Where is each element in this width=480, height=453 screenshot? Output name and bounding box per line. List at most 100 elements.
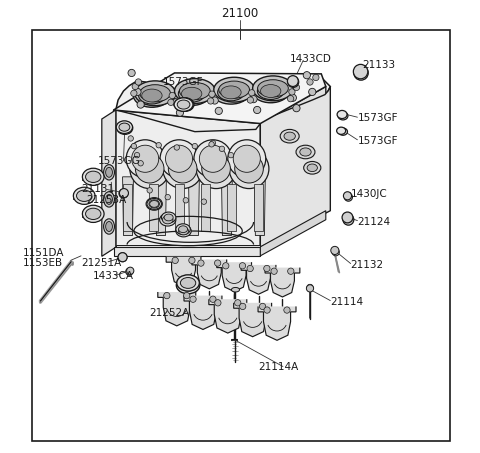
Circle shape: [247, 97, 253, 103]
Circle shape: [160, 140, 198, 178]
Circle shape: [293, 84, 300, 91]
Circle shape: [312, 74, 319, 81]
Ellipse shape: [219, 81, 250, 98]
Circle shape: [174, 145, 180, 150]
Circle shape: [156, 143, 161, 148]
Circle shape: [343, 192, 351, 200]
Circle shape: [293, 105, 300, 112]
Ellipse shape: [338, 112, 348, 120]
Ellipse shape: [160, 213, 176, 226]
Text: 21124: 21124: [358, 217, 391, 227]
Polygon shape: [221, 177, 232, 236]
Ellipse shape: [174, 98, 193, 111]
Circle shape: [127, 267, 134, 275]
Circle shape: [130, 149, 169, 188]
Circle shape: [284, 307, 290, 313]
Circle shape: [228, 153, 234, 158]
Ellipse shape: [179, 85, 205, 102]
Ellipse shape: [337, 111, 347, 119]
Polygon shape: [175, 183, 184, 231]
Ellipse shape: [149, 200, 159, 208]
Ellipse shape: [176, 98, 194, 111]
Polygon shape: [114, 73, 326, 124]
Ellipse shape: [139, 87, 165, 104]
Text: 21252A: 21252A: [150, 308, 190, 318]
Circle shape: [196, 149, 236, 188]
Polygon shape: [114, 247, 260, 256]
Text: 21132: 21132: [351, 260, 384, 270]
Circle shape: [343, 214, 354, 225]
Circle shape: [342, 212, 353, 223]
Circle shape: [126, 268, 133, 275]
Circle shape: [118, 253, 127, 262]
Circle shape: [259, 303, 266, 309]
Ellipse shape: [176, 277, 200, 294]
Circle shape: [247, 265, 253, 272]
Ellipse shape: [221, 86, 241, 99]
Ellipse shape: [161, 212, 176, 223]
Polygon shape: [166, 257, 201, 286]
Circle shape: [135, 79, 142, 85]
Ellipse shape: [213, 81, 250, 104]
Circle shape: [309, 88, 316, 96]
Text: 1433CA: 1433CA: [93, 271, 134, 281]
Polygon shape: [254, 177, 265, 236]
Circle shape: [176, 109, 183, 116]
Polygon shape: [149, 183, 158, 231]
Polygon shape: [192, 260, 227, 289]
Circle shape: [289, 94, 297, 101]
Circle shape: [201, 199, 206, 204]
Ellipse shape: [179, 227, 189, 235]
Circle shape: [207, 98, 214, 104]
Circle shape: [169, 92, 175, 99]
Polygon shape: [209, 299, 247, 333]
Polygon shape: [122, 183, 132, 231]
Circle shape: [137, 101, 144, 108]
Circle shape: [128, 69, 135, 77]
Polygon shape: [116, 245, 260, 247]
Ellipse shape: [304, 161, 321, 174]
Circle shape: [165, 194, 170, 200]
Ellipse shape: [104, 164, 114, 180]
Circle shape: [353, 64, 368, 79]
Text: 1573GF: 1573GF: [358, 113, 398, 123]
Polygon shape: [228, 183, 236, 231]
Ellipse shape: [338, 128, 348, 135]
Polygon shape: [158, 292, 196, 326]
Circle shape: [138, 160, 144, 166]
Polygon shape: [114, 110, 260, 247]
Circle shape: [132, 83, 138, 90]
Circle shape: [189, 257, 195, 264]
Circle shape: [288, 77, 299, 87]
Circle shape: [250, 96, 257, 103]
Polygon shape: [201, 183, 210, 231]
Text: 1151DA: 1151DA: [23, 248, 65, 258]
Ellipse shape: [180, 280, 196, 291]
Ellipse shape: [214, 77, 254, 102]
Ellipse shape: [83, 168, 104, 185]
Text: 21100: 21100: [221, 7, 259, 20]
Circle shape: [331, 246, 339, 255]
Ellipse shape: [257, 82, 284, 100]
Ellipse shape: [179, 226, 188, 232]
Text: 1573GF: 1573GF: [163, 77, 204, 87]
Ellipse shape: [116, 121, 132, 134]
Ellipse shape: [76, 190, 92, 202]
Circle shape: [190, 296, 196, 302]
Ellipse shape: [307, 164, 317, 172]
Circle shape: [209, 142, 214, 147]
Polygon shape: [265, 268, 300, 297]
Ellipse shape: [296, 145, 315, 159]
Circle shape: [168, 99, 174, 106]
Polygon shape: [241, 265, 276, 294]
Circle shape: [306, 285, 313, 292]
Circle shape: [235, 154, 264, 183]
Polygon shape: [260, 211, 326, 256]
Circle shape: [229, 149, 269, 188]
Circle shape: [166, 145, 192, 172]
Ellipse shape: [117, 122, 133, 135]
Polygon shape: [234, 303, 272, 337]
Circle shape: [164, 293, 170, 299]
Ellipse shape: [177, 275, 199, 291]
Ellipse shape: [147, 198, 161, 209]
